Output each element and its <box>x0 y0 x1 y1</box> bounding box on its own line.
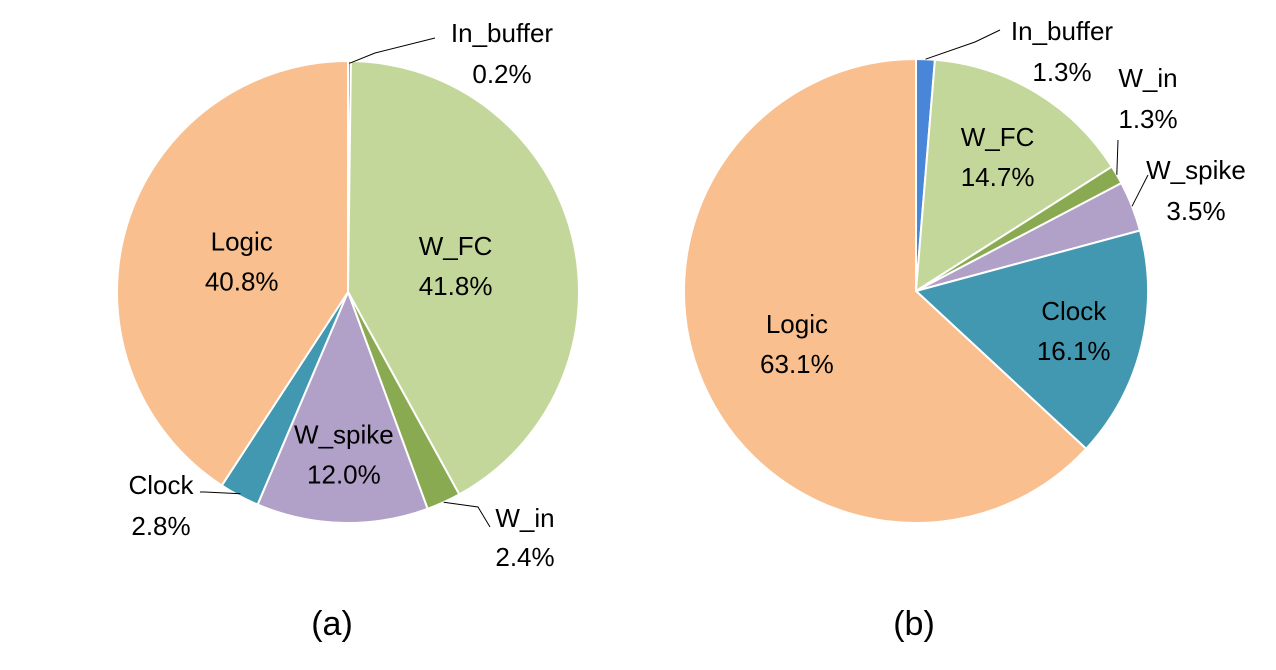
slice-value-w-spike: 3.5% <box>1166 196 1225 226</box>
leader-line-w-in <box>443 501 491 528</box>
caption-a: (a) <box>311 605 353 643</box>
slice-value-w-in: 1.3% <box>1118 104 1177 134</box>
slice-value-w-spike: 12.0% <box>307 460 381 490</box>
slice-value-clock: 2.8% <box>131 511 190 541</box>
slice-value-w-in: 2.4% <box>495 542 554 572</box>
slice-label-in-buffer: In_buffer <box>1011 16 1114 46</box>
slice-value-logic: 63.1% <box>760 349 834 379</box>
slice-label-w-spike: W_spike <box>294 420 394 450</box>
slice-logic <box>683 58 1088 524</box>
slice-logic <box>116 60 349 487</box>
pie-chart-a: In_buffer 0.2% W_FC 41.8% W_in 2.4% W_spike 12.… <box>116 18 580 572</box>
slice-label-clock: Clock <box>128 470 194 500</box>
slice-label-clock: Clock <box>1041 296 1107 326</box>
slice-w-fc <box>915 58 1113 292</box>
leader-line-clock <box>200 491 241 495</box>
slice-label-w-spike: W_spike <box>1146 155 1246 185</box>
slice-label-logic: Logic <box>766 309 828 339</box>
caption-b: (b) <box>893 605 935 643</box>
slice-clock <box>915 229 1150 450</box>
slice-value-in-buffer: 1.3% <box>1032 57 1091 87</box>
slice-value-logic: 40.8% <box>205 266 279 296</box>
slice-label-w-in: W_in <box>495 503 554 533</box>
slice-label-w-fc: W_FC <box>961 122 1035 152</box>
slice-label-logic: Logic <box>211 226 273 256</box>
slice-label-w-in: W_in <box>1118 63 1177 93</box>
slice-value-w-fc: 41.8% <box>419 271 493 301</box>
slice-w-spike <box>256 291 429 524</box>
leader-line-w-in <box>1116 139 1119 175</box>
leader-line-in-buffer <box>349 37 436 64</box>
slice-value-w-fc: 14.7% <box>961 162 1035 192</box>
slice-label-in-buffer: In_buffer <box>451 18 554 48</box>
slice-value-in-buffer: 0.2% <box>472 59 531 89</box>
slice-label-w-fc: W_FC <box>419 231 493 261</box>
slice-w-fc <box>347 60 580 496</box>
leader-line-w-spike <box>1131 174 1149 207</box>
slice-value-clock: 16.1% <box>1037 336 1111 366</box>
leader-line-in-buffer <box>925 29 1001 60</box>
pie-chart-b: In_buffer 1.3% W_FC 14.7% W_in 1.3% W_spike 3.5… <box>683 16 1246 524</box>
